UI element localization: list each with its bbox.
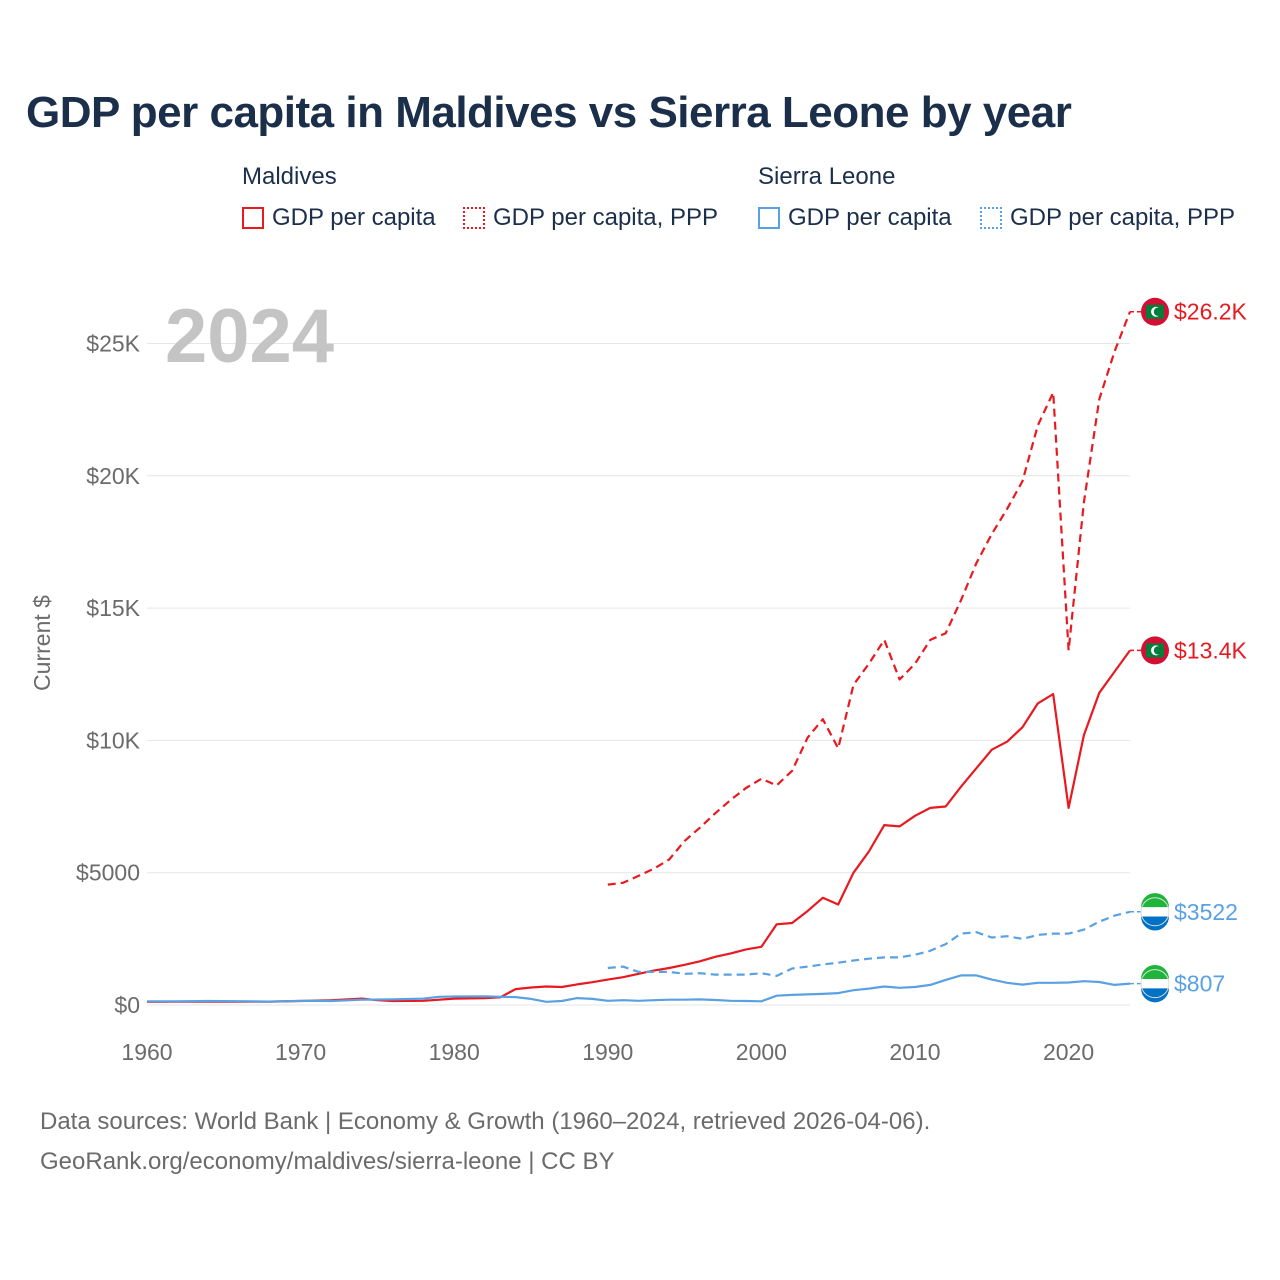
legend-swatch-solid-red	[242, 207, 264, 229]
page-title: GDP per capita in Maldives vs Sierra Leo…	[26, 88, 1072, 137]
y-tick-label: $10K	[86, 727, 140, 753]
legend-swatch-dotted-red	[463, 207, 485, 229]
end-value-label: $26.2K	[1174, 299, 1248, 325]
maldives-flag-icon	[1141, 297, 1169, 326]
maldives-flag-icon	[1141, 636, 1169, 665]
x-tick-layer: 1960 1970 1980 1990 2000 2010 2020	[121, 1039, 1094, 1065]
y-tick-label: $20K	[86, 463, 140, 489]
y-axis-title: Current $	[29, 595, 55, 691]
legend-item-sierra-leone-gdp-ppp[interactable]: GDP per capita, PPP	[980, 204, 1235, 232]
legend-item-maldives-gdp-ppp[interactable]: GDP per capita, PPP	[463, 204, 718, 232]
x-tick-label: 2020	[1043, 1039, 1094, 1065]
series-line-maldives-gdp-per-capita[interactable]	[146, 649, 1131, 1003]
y-tick-label: $5000	[76, 860, 140, 886]
sierra-leone-flag-icon	[1140, 893, 1170, 931]
y-tick-layer: $0 $5000 $10K $15K $20K $25K	[76, 331, 141, 1019]
end-label-layer: $26.2K $13.4K $3522 $807	[1130, 297, 1248, 1003]
footer-sources: Data sources: World Bank | Economy & Gro…	[40, 1108, 931, 1135]
x-tick-label: 1980	[429, 1039, 480, 1065]
legend-item-label: GDP per capita	[788, 204, 952, 231]
x-tick-label: 1970	[275, 1039, 326, 1065]
x-tick-label: 2010	[889, 1039, 940, 1065]
legend-group-maldives: Maldives	[242, 163, 337, 190]
x-tick-label: 1960	[121, 1039, 172, 1065]
x-tick-label: 2000	[736, 1039, 787, 1065]
footer-attribution[interactable]: GeoRank.org/economy/maldives/sierra-leon…	[40, 1148, 615, 1175]
series-layer	[146, 311, 1132, 1003]
legend-swatch-solid-blue	[758, 207, 780, 229]
end-value-label: $3522	[1174, 899, 1238, 925]
legend-item-label: GDP per capita, PPP	[1010, 204, 1235, 231]
grid-layer	[147, 343, 1130, 1006]
year-label: 2024	[165, 294, 334, 379]
series-line-maldives-gdp-per-capita-ppp[interactable]	[607, 311, 1132, 886]
series-line-sierra-leone-gdp-per-capita-ppp[interactable]	[607, 910, 1131, 977]
legend-item-maldives-gdp[interactable]: GDP per capita	[242, 204, 436, 232]
y-tick-label: $25K	[86, 331, 140, 357]
legend-swatch-dotted-blue	[980, 207, 1002, 229]
end-value-label: $13.4K	[1174, 637, 1248, 663]
legend-group-sierra-leone: Sierra Leone	[758, 163, 896, 190]
y-tick-label: $15K	[86, 595, 140, 621]
end-value-label: $807	[1174, 971, 1225, 997]
y-tick-label: $0	[114, 992, 140, 1018]
legend-item-label: GDP per capita, PPP	[493, 204, 718, 231]
legend-item-label: GDP per capita	[272, 204, 436, 231]
sierra-leone-flag-icon	[1140, 964, 1170, 1003]
legend-item-sierra-leone-gdp[interactable]: GDP per capita	[758, 204, 952, 232]
x-tick-label: 1990	[582, 1039, 633, 1065]
series-line-sierra-leone-gdp-per-capita[interactable]	[147, 974, 1131, 1003]
